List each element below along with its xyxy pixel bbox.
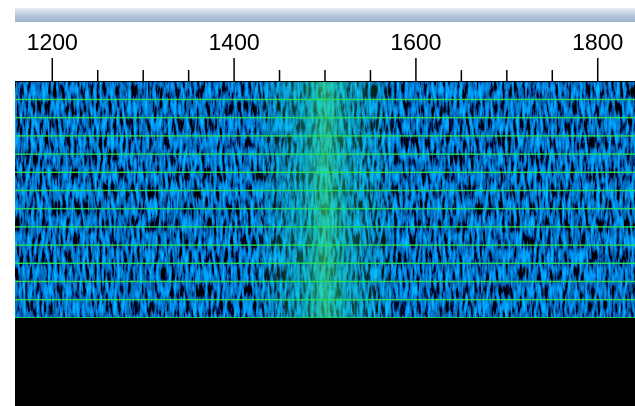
empty-waterfall [15, 318, 635, 406]
row-separators [15, 82, 635, 318]
tick-label: 1200 [27, 29, 78, 55]
waterfall [15, 82, 635, 318]
tick-label: 1800 [572, 29, 623, 55]
frequency-axis: 1200 1400 1600 1800 [15, 29, 635, 82]
tick-label: 1600 [390, 29, 441, 55]
tick-label: 1400 [209, 29, 260, 55]
title-bar [15, 8, 635, 22]
